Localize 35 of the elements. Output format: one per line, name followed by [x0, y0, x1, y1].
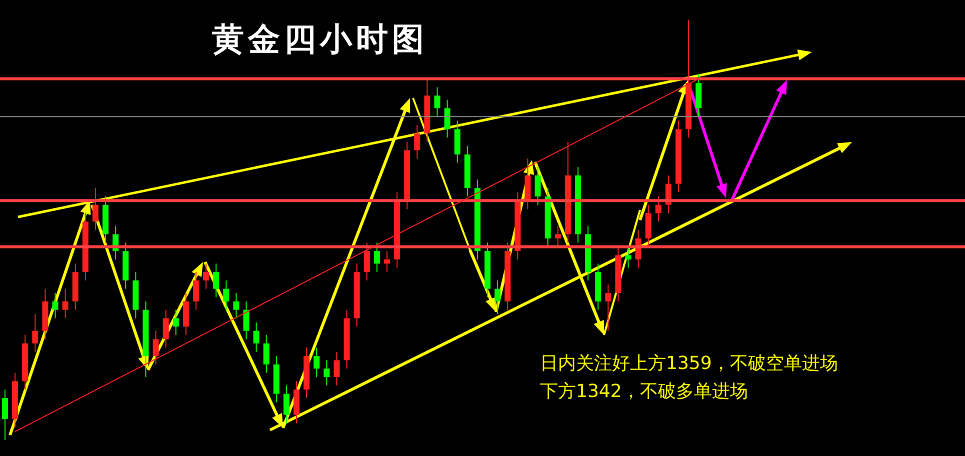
- candlestick: [152, 330, 159, 365]
- candlestick: [233, 292, 240, 319]
- candlestick: [494, 280, 501, 314]
- candlestick: [172, 309, 179, 336]
- candlestick: [283, 384, 290, 424]
- candlestick: [434, 86, 440, 118]
- candlestick: [334, 351, 340, 386]
- candlestick: [374, 242, 380, 272]
- candlestick: [324, 360, 330, 386]
- candlestick: [384, 250, 390, 272]
- candlestick: [2, 389, 8, 440]
- candlestick: [263, 334, 270, 374]
- annotation: 日内关注好上方1359，不破空单进场: [540, 352, 838, 376]
- candlestick: [223, 280, 230, 310]
- chart-title: 黄金四小时图: [212, 19, 428, 60]
- candlestick: [52, 292, 58, 319]
- candlestick: [192, 272, 199, 310]
- candlestick: [414, 124, 420, 160]
- candlestick: [655, 196, 662, 222]
- candlestick: [162, 309, 169, 348]
- candlestick: [534, 166, 541, 206]
- annotation: 下方1342，不破多单进场: [540, 380, 749, 404]
- candlestick: [62, 288, 68, 319]
- candlestick: [243, 300, 250, 340]
- candlestick: [203, 263, 210, 290]
- candlestick: [213, 263, 220, 298]
- candlestick: [364, 242, 370, 281]
- candlestick: [554, 225, 561, 248]
- candlestick: [444, 99, 450, 138]
- candlestick: [625, 246, 632, 268]
- candlestick: [92, 188, 98, 230]
- candlestick: [314, 347, 320, 378]
- candlestick: [605, 284, 612, 332]
- candlestick: [253, 322, 260, 352]
- candlestick: [32, 314, 38, 352]
